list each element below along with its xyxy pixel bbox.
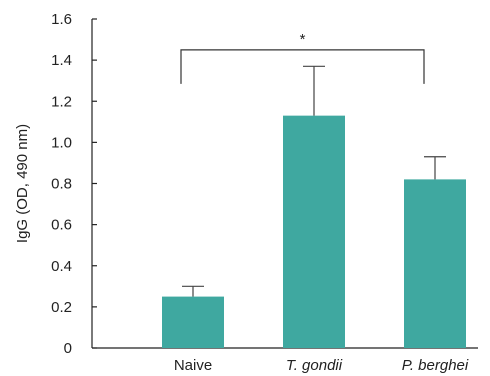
y-tick-label: 0.2 — [51, 299, 72, 316]
y-tick-label: 1.6 — [51, 11, 72, 28]
x-axis: Naive T. gondii P. berghei — [92, 347, 478, 374]
x-labels: Naive T. gondii P. berghei — [174, 357, 469, 374]
y-tick-label: 0.4 — [51, 258, 72, 275]
y-tick-label: 1.2 — [51, 93, 72, 110]
y-tick-label: 1.0 — [51, 134, 72, 151]
significance-label: * — [300, 31, 306, 48]
significance-bracket — [180, 49, 425, 84]
y-axis-title: IgG (OD, 490 nm) — [14, 124, 31, 243]
bar — [162, 296, 224, 348]
x-category-label: Naive — [174, 357, 212, 374]
bar — [283, 115, 345, 348]
bars — [162, 115, 466, 348]
y-ticks: 0 0.2 0.4 0.6 0.8 1.0 1.2 1.4 1.6 — [51, 11, 97, 357]
x-category-label: T. gondii — [286, 357, 343, 374]
y-tick-label: 0 — [64, 340, 72, 357]
significance-bracket-group: * — [180, 31, 425, 84]
error-bars — [182, 65, 446, 297]
x-category-label: P. berghei — [402, 357, 469, 374]
y-tick-label: 0.8 — [51, 176, 72, 193]
y-tick-label: 0.6 — [51, 217, 72, 234]
y-axis: 0 0.2 0.4 0.6 0.8 1.0 1.2 1.4 1.6 — [51, 11, 97, 357]
bar — [404, 179, 466, 348]
y-tick-label: 1.4 — [51, 52, 72, 69]
